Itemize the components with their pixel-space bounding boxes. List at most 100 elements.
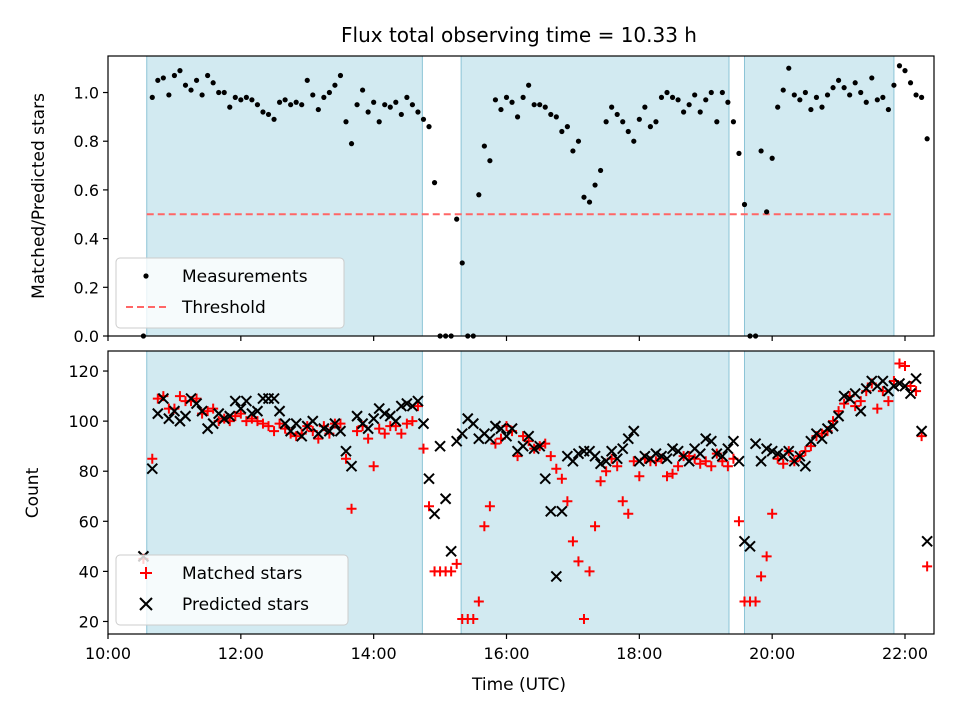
measurement-point bbox=[824, 92, 831, 98]
matched-star-point bbox=[368, 461, 379, 472]
measurement-point bbox=[913, 92, 919, 98]
matched-star-point bbox=[512, 451, 523, 462]
measurement-point bbox=[653, 119, 659, 125]
matched-star-point bbox=[407, 416, 418, 427]
measurement-point bbox=[730, 119, 737, 125]
predicted-star-point bbox=[832, 410, 845, 422]
predicted-star-point bbox=[456, 427, 468, 440]
measurement-point bbox=[714, 119, 720, 125]
measurement-point bbox=[232, 94, 238, 100]
matched-star-point bbox=[390, 421, 401, 432]
predicted-star-point bbox=[423, 473, 435, 485]
matched-star-point bbox=[257, 418, 268, 429]
measurement-point bbox=[614, 111, 620, 118]
observing-window-2 bbox=[460, 350, 730, 635]
matched-star-point bbox=[595, 476, 606, 487]
x-tick-label: 10:00 bbox=[85, 644, 131, 663]
matched-star-point bbox=[379, 428, 390, 439]
measurement-point bbox=[288, 102, 294, 108]
observing-window-3 bbox=[743, 350, 895, 635]
measurement-point bbox=[509, 99, 515, 105]
top-y-axis-label: Matched/Predicted stars bbox=[29, 93, 49, 299]
bottom-y-tick-label: 100 bbox=[68, 412, 99, 431]
top-y-tick-label: 0.8 bbox=[74, 132, 99, 151]
measurement-point bbox=[907, 80, 914, 86]
predicted-star-point bbox=[600, 455, 612, 467]
matched-star-point bbox=[484, 501, 495, 512]
threshold-legend-label: Threshold bbox=[181, 298, 266, 318]
measurement-point bbox=[299, 102, 305, 108]
predicted-star-point bbox=[484, 432, 496, 445]
matched-star-point bbox=[396, 428, 407, 439]
predicted-star-point bbox=[722, 442, 734, 455]
measurement-point bbox=[664, 89, 670, 96]
matched-star-point bbox=[634, 471, 645, 482]
measurement-point bbox=[581, 194, 587, 200]
top-panel: Flux total observing time = 10.33 h 0.00… bbox=[29, 23, 935, 346]
matched-star-point bbox=[833, 406, 844, 417]
measurement-point bbox=[526, 82, 532, 88]
predicted-stars-legend-marker bbox=[139, 597, 153, 611]
measurement-point bbox=[404, 94, 410, 100]
predicted-star-point bbox=[611, 452, 623, 465]
predicted-star-point bbox=[290, 417, 302, 430]
x-axis-label: Time (UTC) bbox=[471, 675, 566, 695]
measurement-point bbox=[182, 82, 189, 88]
measurement-point bbox=[503, 94, 510, 100]
matched-star-point bbox=[562, 496, 573, 507]
matched-star-point bbox=[235, 408, 246, 419]
measurement-point bbox=[697, 109, 703, 115]
bottom-y-tick-label: 40 bbox=[79, 562, 99, 581]
predicted-star-point bbox=[296, 430, 308, 442]
predicted-star-point bbox=[727, 435, 740, 447]
matched-star-point bbox=[733, 516, 744, 527]
top-y-tick-label: 0.6 bbox=[74, 181, 99, 200]
predicted-star-point bbox=[467, 417, 479, 430]
measurement-point bbox=[514, 114, 521, 120]
bottom-legend-box bbox=[115, 554, 349, 626]
measurement-point bbox=[431, 180, 438, 186]
predicted-star-point bbox=[390, 415, 402, 427]
predicted-star-point bbox=[434, 440, 446, 452]
measurement-point bbox=[791, 92, 797, 98]
measurement-point bbox=[166, 92, 172, 98]
matched-star-point bbox=[761, 551, 772, 562]
bottom-x-axis: 10:00 12:00 14:00 16:00 18:00 20:00 22:00 bbox=[85, 634, 928, 663]
predicted-star-point bbox=[351, 410, 363, 422]
matched-star-point bbox=[673, 461, 684, 472]
bottom-panel: 20 40 60 80 100 120 10:00 12:00 14:00 16:00 18:00… bbox=[23, 350, 935, 695]
predicted-star-point bbox=[910, 372, 922, 385]
measurement-point bbox=[260, 109, 266, 115]
measurement-point bbox=[409, 102, 416, 108]
measurement-points bbox=[140, 63, 930, 339]
predicted-star-point bbox=[799, 460, 812, 472]
measurement-point bbox=[835, 77, 842, 83]
predicted-star-point bbox=[794, 450, 806, 462]
top-y-tick-label: 0.0 bbox=[74, 327, 99, 346]
matched-star-point bbox=[612, 461, 623, 472]
measurement-point bbox=[415, 109, 421, 115]
predicted-star-point bbox=[284, 425, 297, 437]
predicted-star-point bbox=[733, 455, 745, 467]
predicted-star-point bbox=[495, 422, 507, 435]
matched-star-point bbox=[922, 561, 933, 572]
matched-star-point bbox=[617, 496, 628, 507]
matched-stars-legend-marker bbox=[140, 567, 152, 579]
measurement-point bbox=[852, 80, 858, 86]
measurement-point bbox=[188, 87, 194, 93]
matched-star-point bbox=[584, 566, 595, 577]
top-legend: Measurements Threshold bbox=[115, 257, 345, 329]
matched-star-point bbox=[401, 418, 412, 429]
measurement-point bbox=[553, 114, 559, 120]
measurement-point bbox=[880, 94, 886, 100]
measurement-point bbox=[337, 72, 344, 79]
bottom-y-tick-label: 120 bbox=[68, 362, 99, 381]
predicted-star-point bbox=[589, 450, 601, 462]
measurement-point bbox=[293, 99, 299, 105]
matched-star-point bbox=[313, 433, 324, 444]
predicted-star-point bbox=[146, 463, 158, 475]
predicted-star-point bbox=[749, 437, 762, 450]
predicted-star-point bbox=[860, 382, 872, 395]
x-tick-label: 16:00 bbox=[483, 644, 529, 663]
bottom-y-axis-label: Count bbox=[23, 467, 43, 518]
